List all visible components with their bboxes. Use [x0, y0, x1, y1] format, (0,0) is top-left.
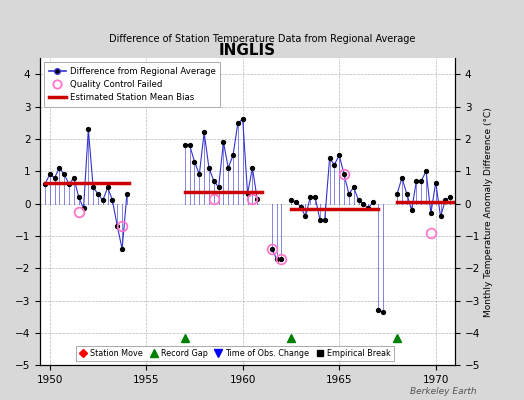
Legend: Station Move, Record Gap, Time of Obs. Change, Empirical Break: Station Move, Record Gap, Time of Obs. C…	[76, 346, 394, 361]
Text: Difference of Station Temperature Data from Regional Average: Difference of Station Temperature Data f…	[109, 34, 415, 44]
Title: INGLIS: INGLIS	[219, 43, 276, 58]
Y-axis label: Monthly Temperature Anomaly Difference (°C): Monthly Temperature Anomaly Difference (…	[484, 107, 493, 316]
Text: Berkeley Earth: Berkeley Earth	[410, 387, 477, 396]
